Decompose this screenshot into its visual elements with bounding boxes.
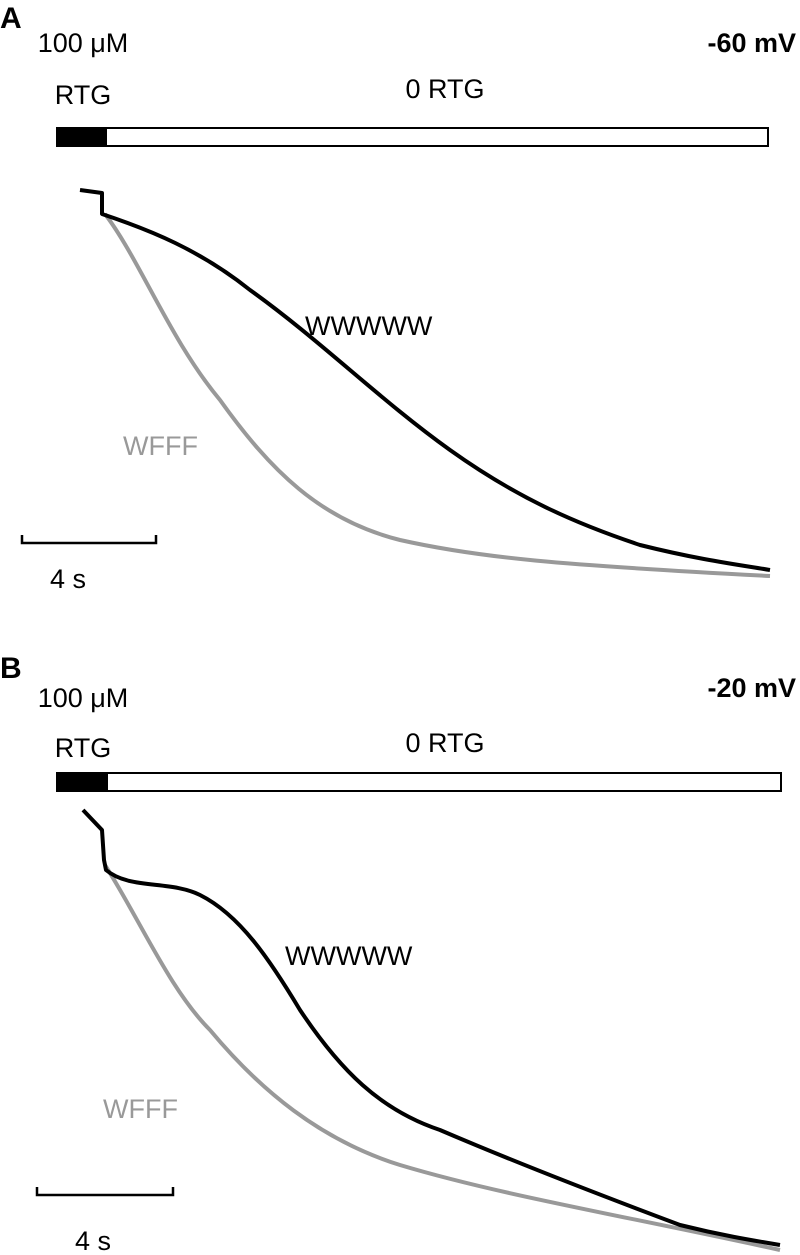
trace-label: WFFF bbox=[103, 1094, 178, 1124]
voltage: -20 mV bbox=[707, 673, 796, 703]
trace-wfff bbox=[103, 863, 781, 1252]
trace-wwwww bbox=[79, 188, 771, 572]
wash-bar bbox=[56, 127, 769, 147]
voltage: -60 mV bbox=[707, 28, 796, 58]
wash-label: 0 RTG bbox=[405, 728, 484, 758]
trace-label: WWWWW bbox=[285, 941, 413, 971]
drug-label: 100 μM bbox=[38, 28, 129, 58]
drug-label: RTG bbox=[55, 80, 112, 110]
trace-wfff bbox=[103, 212, 771, 578]
scale-label: 4 s bbox=[50, 564, 86, 594]
trace-label: WFFF bbox=[123, 431, 198, 461]
drug-bar bbox=[57, 773, 108, 791]
wash-bar bbox=[56, 772, 782, 792]
scale-bar bbox=[35, 1187, 175, 1197]
drug-label: 100 μM bbox=[38, 683, 129, 713]
trace-wwwww bbox=[81, 808, 781, 1247]
panel-letter: A bbox=[0, 2, 22, 35]
drug-bar bbox=[57, 128, 107, 146]
trace-label: WWWWW bbox=[305, 311, 433, 341]
panel-b: B 100 μM RTG 0 RTG -20 mV WWWWW WFFF 4 s bbox=[0, 652, 796, 1255]
panel-letter: B bbox=[0, 652, 22, 685]
scale-bar bbox=[20, 535, 158, 545]
panel-a: A 100 μM RTG 0 RTG -60 mV WWWWW WFFF 4 s bbox=[0, 2, 796, 594]
drug-label: RTG bbox=[55, 733, 112, 763]
wash-label: 0 RTG bbox=[405, 74, 484, 104]
scale-label: 4 s bbox=[75, 1226, 111, 1255]
